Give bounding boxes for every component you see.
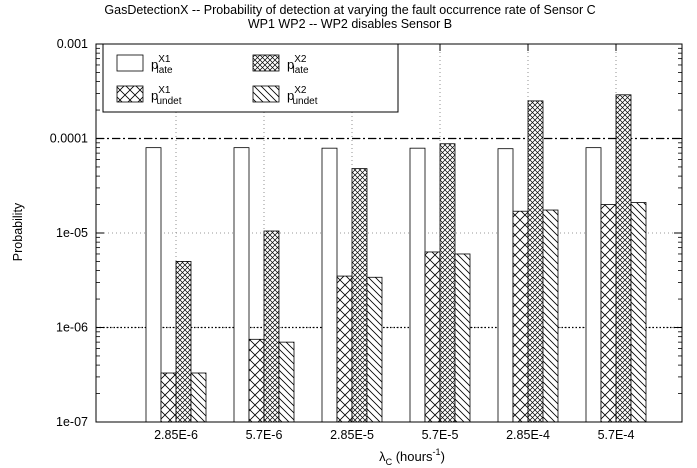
y-axis-label: Probability <box>11 202 25 261</box>
axes: 0.001 0.0001 1e-05 1e-06 1e-07 2.85E-6 5.7E-6 2… <box>50 37 683 442</box>
legend-swatch-4 <box>252 85 280 103</box>
x-tick-label: 2.85E-4 <box>506 428 550 442</box>
bar-2-5 <box>512 210 529 423</box>
bar-4-4 <box>454 253 471 423</box>
bar-2-2 <box>248 338 265 423</box>
x-tick-label: 5.7E-4 <box>598 428 635 442</box>
bar-3-5 <box>527 100 544 423</box>
bar-4-5 <box>542 209 559 423</box>
bar-1-5 <box>497 148 514 423</box>
bar-3-2 <box>263 230 280 423</box>
bar-3-3 <box>351 168 368 423</box>
x-tick-label: 2.85E-5 <box>330 428 374 442</box>
bar-3-1 <box>175 261 192 423</box>
x-axis-label-sub: C <box>386 457 393 467</box>
x-tick-label: 5.7E-6 <box>246 428 283 442</box>
bar-1-6 <box>585 147 602 423</box>
y-tick-label: 0.001 <box>57 37 88 51</box>
bar-2-4 <box>424 251 441 423</box>
bar-2-1 <box>160 372 177 423</box>
bar-1-4 <box>409 147 426 423</box>
bar-3-6 <box>615 94 632 423</box>
y-tick-label: 0.0001 <box>50 132 88 146</box>
y-tick-label: 1e-05 <box>56 226 88 240</box>
x-axis-label-symbol: λ <box>379 449 386 464</box>
bar-1-2 <box>233 147 250 423</box>
y-tick-label: 1e-07 <box>56 415 88 429</box>
bar-2-3 <box>336 275 353 423</box>
bar-3-4 <box>439 143 456 423</box>
chart-subtitle: WP1 WP2 -- WP2 disables Sensor B <box>248 17 452 31</box>
bar-2-6 <box>600 204 617 423</box>
bar-4-3 <box>366 276 383 423</box>
legend-label-4: pX2 undet <box>287 85 318 107</box>
legend-label-2: pX1 undet <box>151 85 182 107</box>
x-axis-label-exp: -1 <box>433 447 441 457</box>
legend-swatch-3 <box>252 54 280 72</box>
bar-4-1 <box>190 372 207 423</box>
bar-4-2 <box>278 341 295 423</box>
x-axis-label-unit: (hours <box>392 449 433 464</box>
grid-lines <box>96 44 682 422</box>
legend-swatch-2 <box>116 85 144 103</box>
bar-1-3 <box>321 147 338 423</box>
legend-box <box>102 43 399 113</box>
reference-lines <box>96 137 682 329</box>
legend-swatch-1 <box>116 54 144 72</box>
bar-4-6 <box>630 202 647 423</box>
bars <box>145 94 647 423</box>
legend-label-1: pX1 late <box>151 54 173 76</box>
x-axis-label: λC (hours-1) <box>379 447 445 467</box>
legend: pX1 late pX2 late pX1 undet pX2 undet <box>102 43 399 113</box>
bar-1-1 <box>145 147 162 423</box>
y-tick-label: 1e-06 <box>56 321 88 335</box>
x-axis-label-close: ) <box>441 449 445 464</box>
x-tick-label: 5.7E-5 <box>422 428 459 442</box>
legend-label-3: pX2 late <box>287 54 309 76</box>
x-tick-label: 2.85E-6 <box>154 428 198 442</box>
chart-title: GasDetectionX -- Probability of detectio… <box>104 3 595 17</box>
